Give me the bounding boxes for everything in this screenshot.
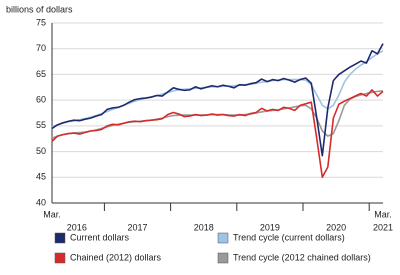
x-tick-label: Mar. [43, 209, 61, 219]
x-group-label: 2016 [67, 222, 87, 232]
x-group-label: 2017 [127, 222, 147, 232]
x-tick-label: Mar. [374, 209, 392, 219]
y-tick-label: 50 [36, 146, 46, 156]
series-line [51, 89, 384, 179]
legend-label: Trend cycle (2012 chained dollars) [233, 252, 371, 262]
y-tick-label: 40 [36, 197, 46, 207]
y-tick-label: 45 [36, 172, 46, 182]
legend-label: Chained (2012) dollars [70, 252, 162, 262]
x-group-label: 2021 [373, 222, 393, 232]
y-tick-label: 75 [36, 17, 46, 27]
legend-swatch [217, 252, 229, 264]
legend-label: Current dollars [70, 232, 130, 242]
y-tick-label: 60 [36, 95, 46, 105]
series-line [51, 43, 384, 157]
y-tick-label: 55 [36, 120, 46, 130]
x-group-label: 2020 [326, 222, 346, 232]
y-tick-label: 65 [36, 69, 46, 79]
legend-label: Trend cycle (current dollars) [233, 232, 345, 242]
x-group-label: 2018 [194, 222, 214, 232]
legend-swatch [54, 252, 66, 264]
legend-swatch [54, 232, 66, 244]
y-tick-label: 70 [36, 43, 46, 53]
x-group-label: 2019 [260, 222, 280, 232]
y-axis-label: billions of dollars [6, 4, 73, 14]
legend-swatch [217, 232, 229, 244]
